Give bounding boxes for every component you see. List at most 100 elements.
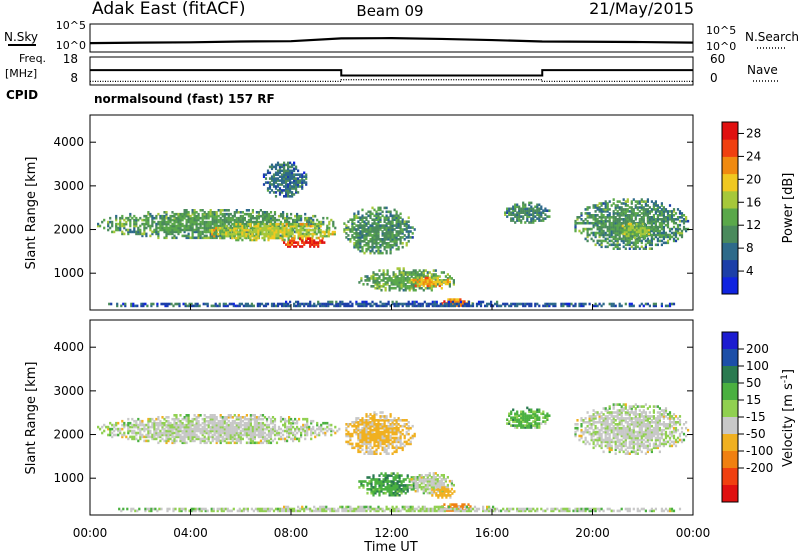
- vel-cells-cell: [243, 433, 246, 437]
- vel-cells-cell: [161, 437, 164, 441]
- pow-cells-cell: [379, 206, 382, 210]
- pow-cells-cell: [618, 218, 621, 221]
- vel-cells-cell: [145, 435, 148, 439]
- pow-cells-cell: [349, 218, 352, 221]
- pow-cells-cell: [257, 226, 260, 230]
- pow-cells-cell: [285, 181, 288, 184]
- pow-cells-cell: [281, 179, 284, 182]
- pow-cells-cell: [230, 302, 233, 306]
- vel-cells-cell: [338, 427, 341, 431]
- vel-cells-cell: [385, 434, 388, 438]
- vel-cells-cell: [253, 429, 256, 433]
- pow-cells-cell: [602, 239, 605, 243]
- freq-label: Freq.: [19, 52, 46, 65]
- pow-cells-cell: [646, 219, 649, 223]
- vel-cells-cell: [279, 437, 283, 441]
- pow-cells-cell: [544, 302, 547, 306]
- vel-cells-cell: [267, 416, 271, 419]
- pow-cells-cell: [311, 234, 314, 238]
- vel-cells-cell: [247, 417, 250, 421]
- pow-cells-cell: [447, 298, 450, 301]
- vel-cells-cell: [237, 423, 240, 427]
- pow-cells-cell: [366, 283, 369, 286]
- freq-tick-top: 18: [63, 52, 78, 66]
- vel-cells-cell: [181, 429, 184, 433]
- pow-cells-cell: [604, 218, 607, 221]
- pow-cells-cell: [372, 277, 375, 280]
- pow-cells-cell: [646, 218, 649, 221]
- pow-cells-cell: [203, 222, 206, 226]
- pow-cells-cell: [604, 221, 607, 225]
- pow-cells-cell: [426, 284, 429, 288]
- pow-cells-cell: [674, 227, 678, 231]
- pow-cells-cell: [623, 226, 626, 230]
- pow-cells-cell: [239, 232, 242, 236]
- pow-cells-cell: [514, 207, 517, 211]
- vel-cells-cell: [185, 441, 188, 445]
- pow-cells-cell: [574, 219, 577, 223]
- pow-cells-cell: [409, 230, 412, 233]
- vel-cells-cell: [239, 431, 242, 435]
- pow-cells-cell: [668, 235, 672, 239]
- vel-cells-cell: [377, 442, 380, 446]
- vel-cells-cell: [191, 433, 194, 437]
- pow-cells-cell: [384, 286, 387, 290]
- vel-cells-cell: [195, 423, 198, 427]
- pow-cells-cell: [274, 304, 278, 308]
- pow-cells-cell: [211, 228, 214, 232]
- vel-cells-cell: [385, 450, 388, 454]
- pow-cells-cell: [598, 206, 601, 209]
- pow-cells-cell: [276, 171, 280, 175]
- pow-cells-cell: [234, 304, 237, 308]
- pow-cells-cell: [639, 226, 642, 230]
- pow-cells-cell: [281, 181, 284, 184]
- pow-cells-cell: [373, 238, 376, 241]
- pow-cells-cell: [416, 279, 419, 282]
- pow-cells-cell: [426, 278, 429, 282]
- pow-cells-cell: [165, 228, 168, 232]
- pow-cells-cell: [652, 206, 655, 209]
- vel-cells-cell: [189, 427, 192, 431]
- pow-cells-cell: [384, 283, 387, 286]
- pow-cells-cell: [672, 302, 676, 306]
- pow-cells-cell: [646, 237, 649, 241]
- pow-cells-cell: [287, 236, 290, 240]
- pow-cells-cell: [207, 228, 210, 232]
- pow-cells-cell: [407, 216, 410, 219]
- vel-cells-cell: [247, 427, 250, 431]
- pow-cells-cell: [385, 232, 388, 235]
- pow-cells-cell: [187, 234, 190, 238]
- pow-cells-cell: [388, 279, 391, 282]
- pow-cells-cell: [225, 212, 228, 216]
- pow-cells-cell: [161, 222, 164, 226]
- vel-cells-cell: [259, 433, 262, 437]
- vel-cells-cell: [259, 425, 262, 429]
- vel-cells-cell: [389, 415, 392, 418]
- pow-cells-cell: [293, 175, 296, 178]
- pow-cells-cell: [594, 302, 597, 306]
- pow-cells-cell: [426, 280, 429, 284]
- pow-cells-cell: [510, 211, 513, 214]
- pow-cells-cell: [129, 214, 132, 218]
- vel-cells-cell: [306, 429, 309, 433]
- vel-cells-cell: [191, 429, 194, 433]
- pow-cells-cell: [307, 230, 310, 234]
- pow-cells-cell: [389, 249, 392, 253]
- vel-cells-cell: [209, 425, 212, 429]
- pow-cells-cell: [430, 280, 433, 284]
- pow-cells-cell: [363, 304, 366, 308]
- pow-cells-cell: [278, 179, 282, 182]
- vel-cells-cell: [135, 425, 138, 429]
- pow-cells-cell: [594, 216, 597, 219]
- vel-cells-cell: [223, 439, 226, 443]
- pow-cells-cell: [197, 228, 200, 232]
- vel-cells-cell: [197, 416, 200, 419]
- vel-cells-cell: [308, 425, 311, 429]
- pow-cells-cell: [631, 232, 634, 236]
- vel-cells-cell: [389, 438, 392, 442]
- pow-cells-cell: [303, 234, 306, 238]
- vel-cells-cell: [183, 416, 186, 419]
- pow-cells-cell: [195, 218, 198, 222]
- pow-cells-cell: [127, 216, 130, 220]
- vel-cells-cell: [284, 421, 287, 425]
